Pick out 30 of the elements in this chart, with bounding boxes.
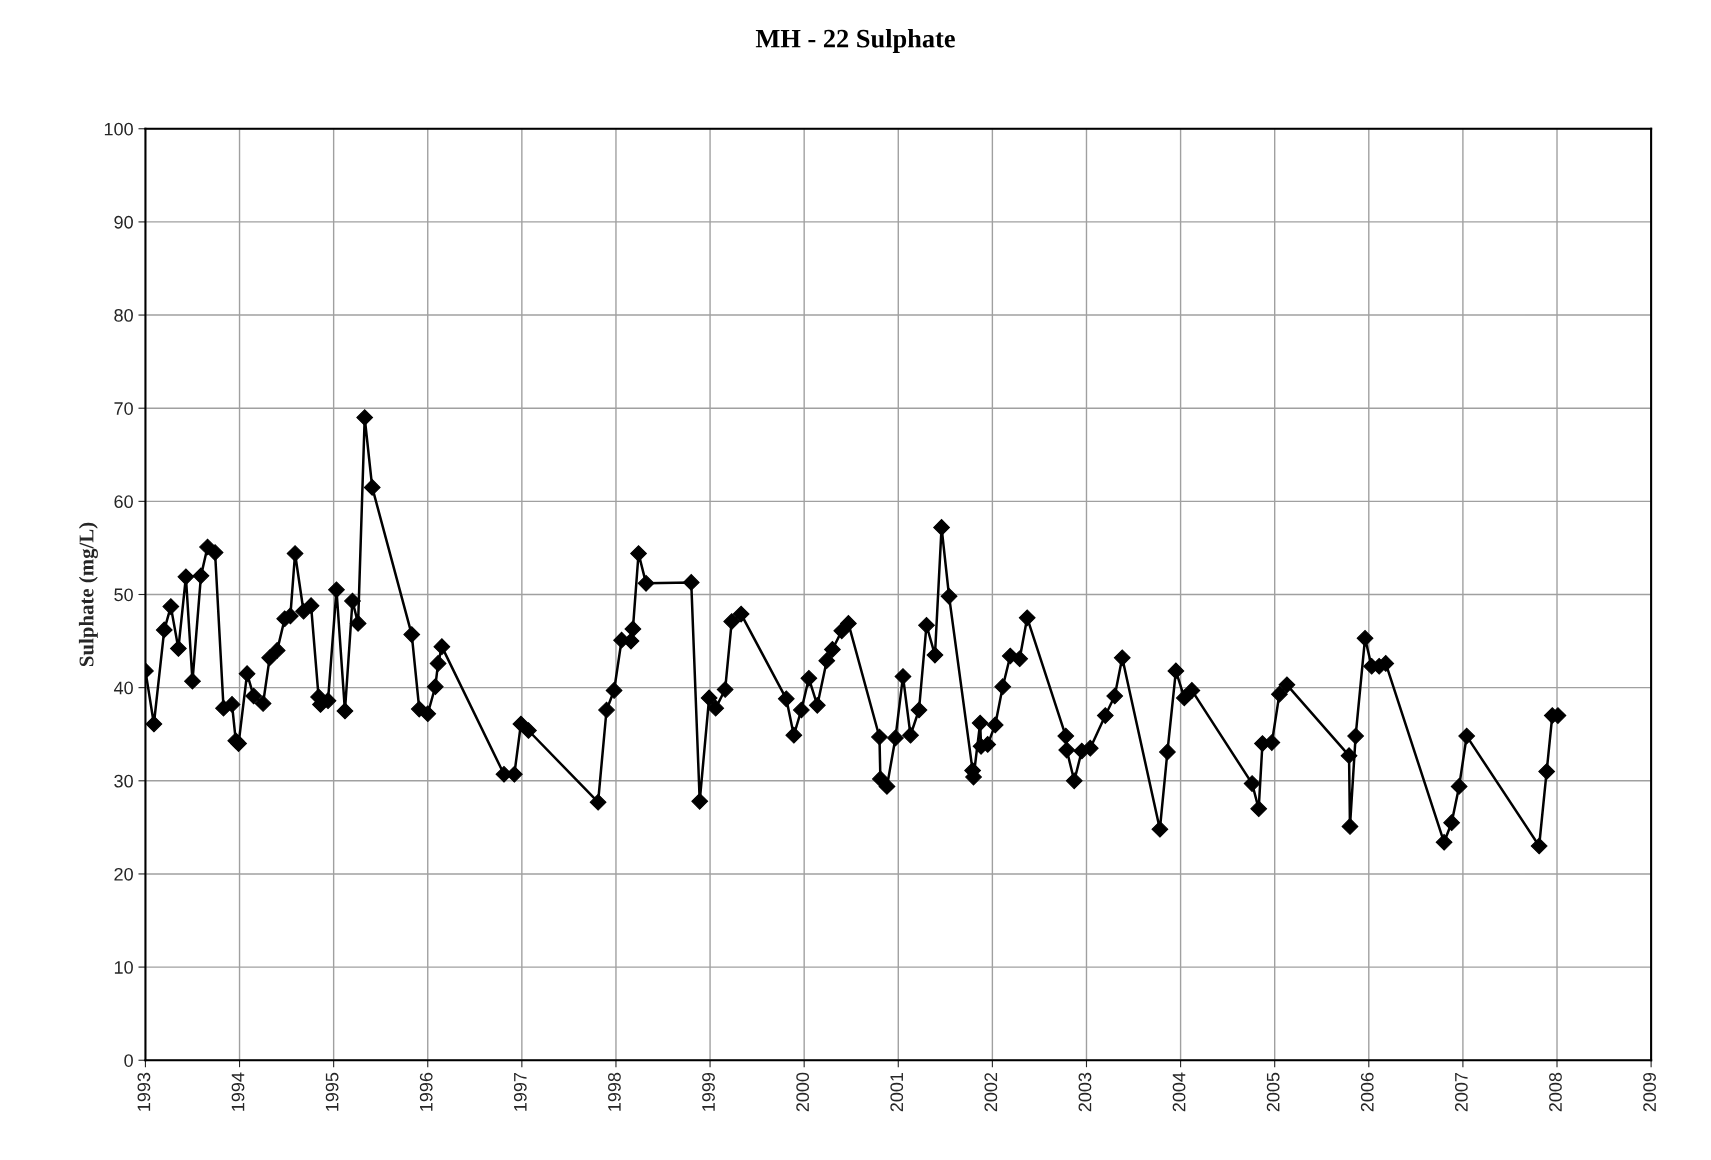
x-tick-label: 2004	[1172, 1072, 1186, 1112]
y-tick-label: 40	[113, 681, 133, 695]
x-tick-label: 1993	[137, 1072, 151, 1111]
y-tick-label: 10	[114, 961, 133, 974]
y-tick-label: 60	[114, 495, 133, 509]
x-tick-label: 2007	[1454, 1072, 1468, 1112]
x-tick-label: 2006	[1360, 1072, 1374, 1112]
x-tick-label: 1995	[325, 1072, 339, 1111]
y-tick-label: 80	[114, 308, 133, 322]
x-tick-label: 2003	[1078, 1072, 1092, 1112]
x-tick-label: 2005	[1266, 1072, 1280, 1112]
x-tick-label: 1999	[702, 1072, 715, 1111]
y-tick-label: 30	[114, 774, 133, 788]
x-tick-label: 1998	[608, 1072, 621, 1111]
x-tick-label: 1996	[419, 1072, 433, 1111]
y-tick-label: 50	[114, 588, 133, 602]
y-tick-label: 0	[124, 1054, 133, 1067]
y-axis-title: Sulphate (mg/L)	[78, 522, 98, 667]
x-tick-label: 1994	[231, 1072, 245, 1111]
y-tick-label: 90	[114, 215, 133, 229]
x-tick-label: 2008	[1549, 1072, 1562, 1112]
x-tick-label: 1997	[513, 1072, 527, 1111]
x-tick-label: 2009	[1643, 1072, 1656, 1112]
y-tick-label: 20	[114, 867, 133, 881]
chart-title: MH - 22 Sulphate	[755, 29, 955, 53]
x-tick-label: 2000	[796, 1072, 810, 1112]
x-tick-label: 2001	[890, 1072, 904, 1112]
y-tick-label: 100	[104, 122, 133, 136]
x-tick-label: 2002	[984, 1072, 998, 1112]
y-tick-label: 70	[114, 402, 133, 415]
